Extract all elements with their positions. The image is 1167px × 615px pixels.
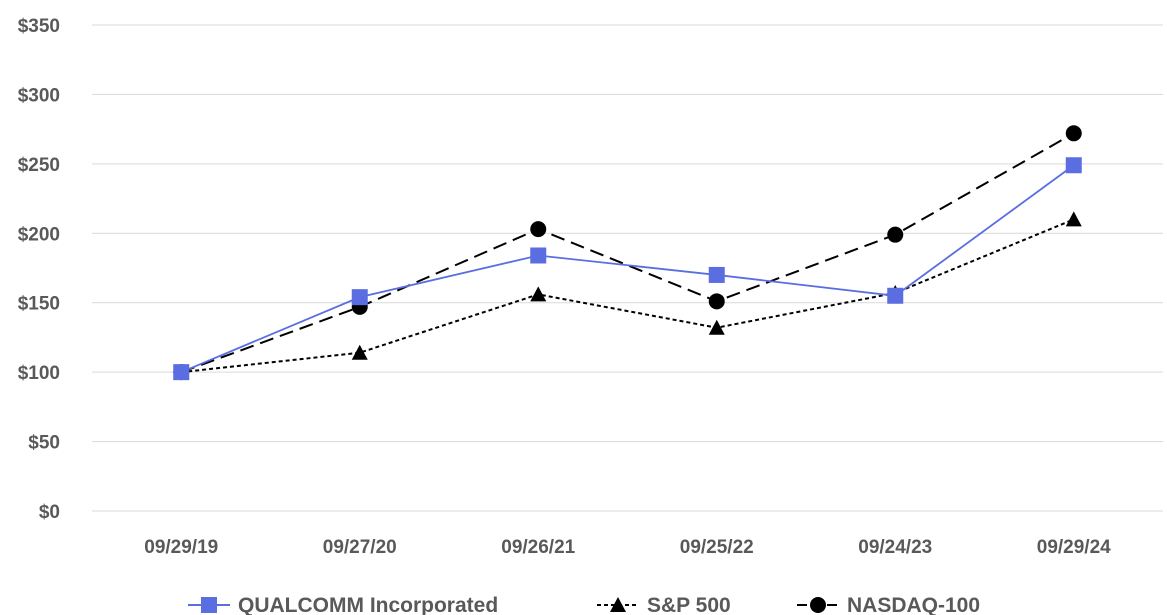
data-point xyxy=(530,221,547,238)
data-point xyxy=(1065,157,1082,174)
data-point xyxy=(708,266,725,283)
legend-item: QUALCOMM Incorporated xyxy=(188,594,498,615)
data-point xyxy=(887,226,904,243)
y-tick-label: $100 xyxy=(18,363,60,384)
legend-label: QUALCOMM Incorporated xyxy=(238,594,498,615)
y-tick-label: $300 xyxy=(18,85,60,106)
data-point xyxy=(351,344,368,360)
y-tick-label: $200 xyxy=(18,224,60,245)
legend-label: S&P 500 xyxy=(647,594,731,615)
data-point xyxy=(1065,125,1082,142)
x-tick-label: 09/27/20 xyxy=(323,537,397,558)
y-tick-label: $50 xyxy=(28,433,60,454)
legend-marker xyxy=(610,597,626,612)
grid-lines xyxy=(92,24,1163,512)
legend-item: NASDAQ-100 xyxy=(797,594,980,615)
x-axis: 09/29/19 09/27/20 09/26/21 09/25/22 09/24/23… xyxy=(144,537,1111,558)
series-line xyxy=(180,132,1075,374)
y-tick-label: $0 xyxy=(39,502,60,523)
series-lines xyxy=(173,125,1082,381)
data-point xyxy=(1065,211,1082,227)
x-tick-label: 09/25/22 xyxy=(680,537,754,558)
y-tick-label: $350 xyxy=(18,16,60,37)
data-point xyxy=(708,319,725,335)
legend-marker xyxy=(810,597,826,613)
series-line xyxy=(181,218,1075,374)
x-tick-label: 09/29/19 xyxy=(144,537,218,558)
data-point xyxy=(530,286,547,302)
legend-item: S&P 500 xyxy=(597,594,731,615)
data-point xyxy=(708,293,725,310)
x-tick-label: 09/29/24 xyxy=(1037,537,1111,558)
x-tick-label: 09/24/23 xyxy=(858,537,932,558)
y-axis: $0 $50 $100 $150 $200 $250 $300 $350 xyxy=(18,16,60,523)
series-1 xyxy=(173,211,1082,380)
data-point xyxy=(530,247,547,264)
legend: QUALCOMM Incorporated S&P 500 NASDAQ-100 xyxy=(188,594,980,615)
legend-marker xyxy=(201,597,217,613)
data-point xyxy=(351,289,368,306)
y-tick-label: $250 xyxy=(18,155,60,176)
data-point xyxy=(173,364,190,381)
y-tick-label: $150 xyxy=(18,294,60,315)
series-line xyxy=(180,164,1075,373)
data-point xyxy=(887,287,904,304)
legend-label: NASDAQ-100 xyxy=(847,594,980,615)
series-0 xyxy=(173,157,1082,381)
x-tick-label: 09/26/21 xyxy=(501,537,575,558)
